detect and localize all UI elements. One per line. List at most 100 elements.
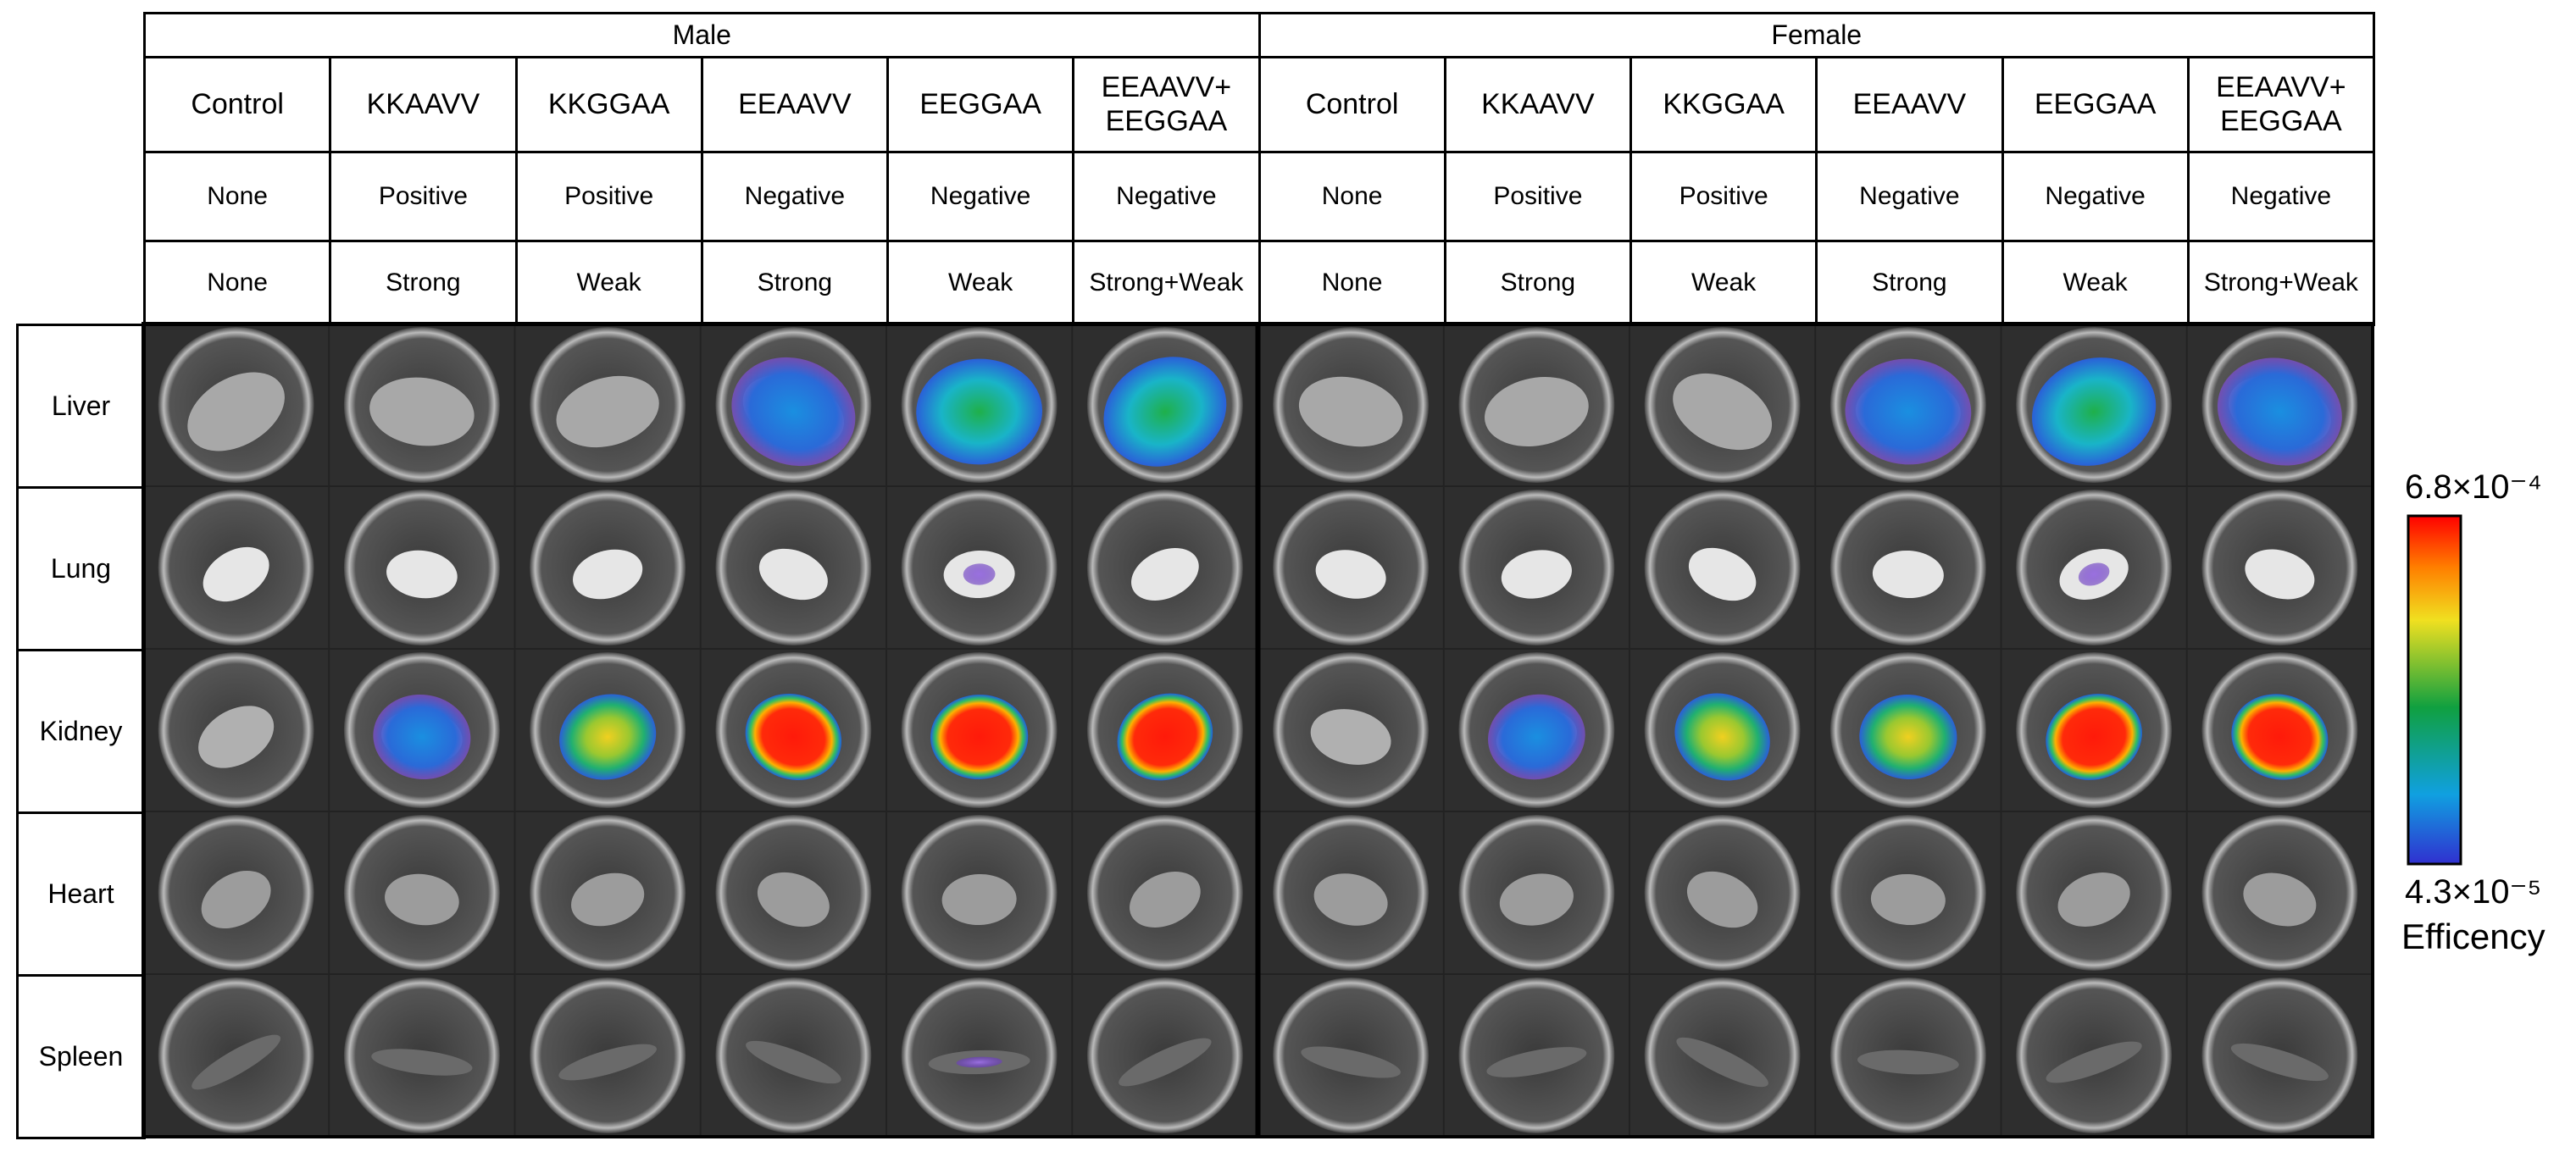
- tissue: [571, 872, 645, 927]
- signal: [373, 694, 471, 780]
- peptide-name: EEGGAA: [886, 56, 1075, 153]
- tissue: [1130, 872, 1201, 928]
- colorbar-min: 4.3×10⁻⁵: [2405, 873, 2542, 911]
- tissue: [746, 1040, 841, 1084]
- signal: [745, 694, 842, 780]
- peptide-name: EEGGAA: [2001, 56, 2190, 153]
- peptide-name: EEAAVV+ EEGGAA: [1072, 56, 1261, 153]
- peptide-name: KKAAVV: [1443, 56, 1632, 153]
- colorbar: [2407, 514, 2462, 866]
- charge: Negative: [700, 151, 889, 242]
- charge: Positive: [1443, 151, 1632, 242]
- affinity: Weak: [514, 240, 703, 326]
- signal: [963, 563, 996, 585]
- tissue: [1676, 1037, 1768, 1088]
- affinity: Weak: [886, 240, 1075, 326]
- peptide-name: KKGGAA: [1629, 56, 1818, 153]
- group-header: Male: [143, 12, 1261, 58]
- charge: Negative: [1815, 151, 2004, 242]
- tissue: [2046, 1041, 2142, 1083]
- charge: Negative: [886, 151, 1075, 242]
- tissue: [192, 1034, 281, 1090]
- signal: [1488, 694, 1585, 780]
- tissue: [1499, 873, 1574, 926]
- charge: Negative: [2001, 151, 2190, 242]
- charge: Negative: [2186, 151, 2375, 242]
- tissue: [187, 372, 285, 451]
- tissue: [1486, 1047, 1587, 1077]
- tissue: [1857, 1050, 1959, 1075]
- organ-label: Kidney: [16, 649, 146, 814]
- charge: Positive: [329, 151, 518, 242]
- signal: [956, 1056, 1002, 1068]
- organ-label: Spleen: [16, 974, 146, 1139]
- tissue: [2243, 872, 2317, 927]
- charge: Negative: [1072, 151, 1261, 242]
- signal: [559, 694, 657, 780]
- affinity: Weak: [1629, 240, 1818, 326]
- organ-label: Liver: [16, 324, 146, 489]
- affinity: Strong: [700, 240, 889, 326]
- tissue: [2057, 872, 2130, 927]
- tissue: [2230, 1043, 2329, 1082]
- tissue: [1485, 376, 1589, 447]
- affinity: Strong+Weak: [2186, 240, 2375, 326]
- signal: [1103, 357, 1227, 467]
- tissue: [203, 546, 269, 602]
- affinity: Strong+Weak: [1072, 240, 1261, 326]
- charge: Positive: [1629, 151, 1818, 242]
- peptide-name: EEAAVV: [1815, 56, 2004, 153]
- tissue: [201, 870, 271, 929]
- charge: None: [1257, 151, 1446, 242]
- peptide-name: Control: [143, 56, 332, 153]
- tissue: [386, 550, 458, 599]
- tissue: [1870, 873, 1946, 926]
- tissue: [1310, 709, 1391, 765]
- tissue: [573, 549, 643, 600]
- tissue: [941, 873, 1017, 926]
- tissue: [1315, 550, 1386, 599]
- tissue: [1313, 873, 1388, 926]
- signal: [2032, 357, 2157, 466]
- tissue: [556, 375, 659, 448]
- affinity: Weak: [2001, 240, 2190, 326]
- tissue: [1301, 1046, 1401, 1078]
- charge: None: [143, 151, 332, 242]
- affinity: None: [143, 240, 332, 326]
- signal: [1859, 695, 1957, 779]
- signal: [2046, 694, 2142, 780]
- affinity: Strong: [1443, 240, 1632, 326]
- tissue: [757, 872, 830, 928]
- charge: Positive: [514, 151, 703, 242]
- tissue: [1686, 871, 1758, 928]
- signal: [2231, 694, 2329, 780]
- affinity: Strong: [1815, 240, 2004, 326]
- colorbar-title: Efficency: [2401, 917, 2545, 956]
- signal: [1117, 693, 1213, 781]
- signal: [731, 357, 856, 467]
- tissue: [1131, 548, 1199, 601]
- signal: [1674, 693, 1770, 781]
- tissue: [1872, 550, 1944, 599]
- signal: [2078, 562, 2110, 586]
- peptide-name: EEAAVV: [700, 56, 889, 153]
- signal: [916, 358, 1043, 465]
- tissue: [1298, 376, 1403, 447]
- peptide-name: KKGGAA: [514, 56, 703, 153]
- tissue: [1688, 547, 1757, 601]
- tissue: [371, 1049, 473, 1076]
- tissue: [1673, 373, 1773, 451]
- peptide-name: Control: [1257, 56, 1446, 153]
- group-header: Female: [1257, 12, 2375, 58]
- affinity: Strong: [329, 240, 518, 326]
- tissue: [385, 873, 459, 926]
- organ-label: Heart: [16, 811, 146, 977]
- peptide-name: KKAAVV: [329, 56, 518, 153]
- tissue: [198, 706, 275, 768]
- signal: [930, 695, 1029, 779]
- tissue: [558, 1044, 657, 1081]
- tissue: [758, 548, 828, 601]
- organ-label: Lung: [16, 486, 146, 651]
- signal: [1845, 358, 1972, 465]
- tissue: [1501, 550, 1572, 599]
